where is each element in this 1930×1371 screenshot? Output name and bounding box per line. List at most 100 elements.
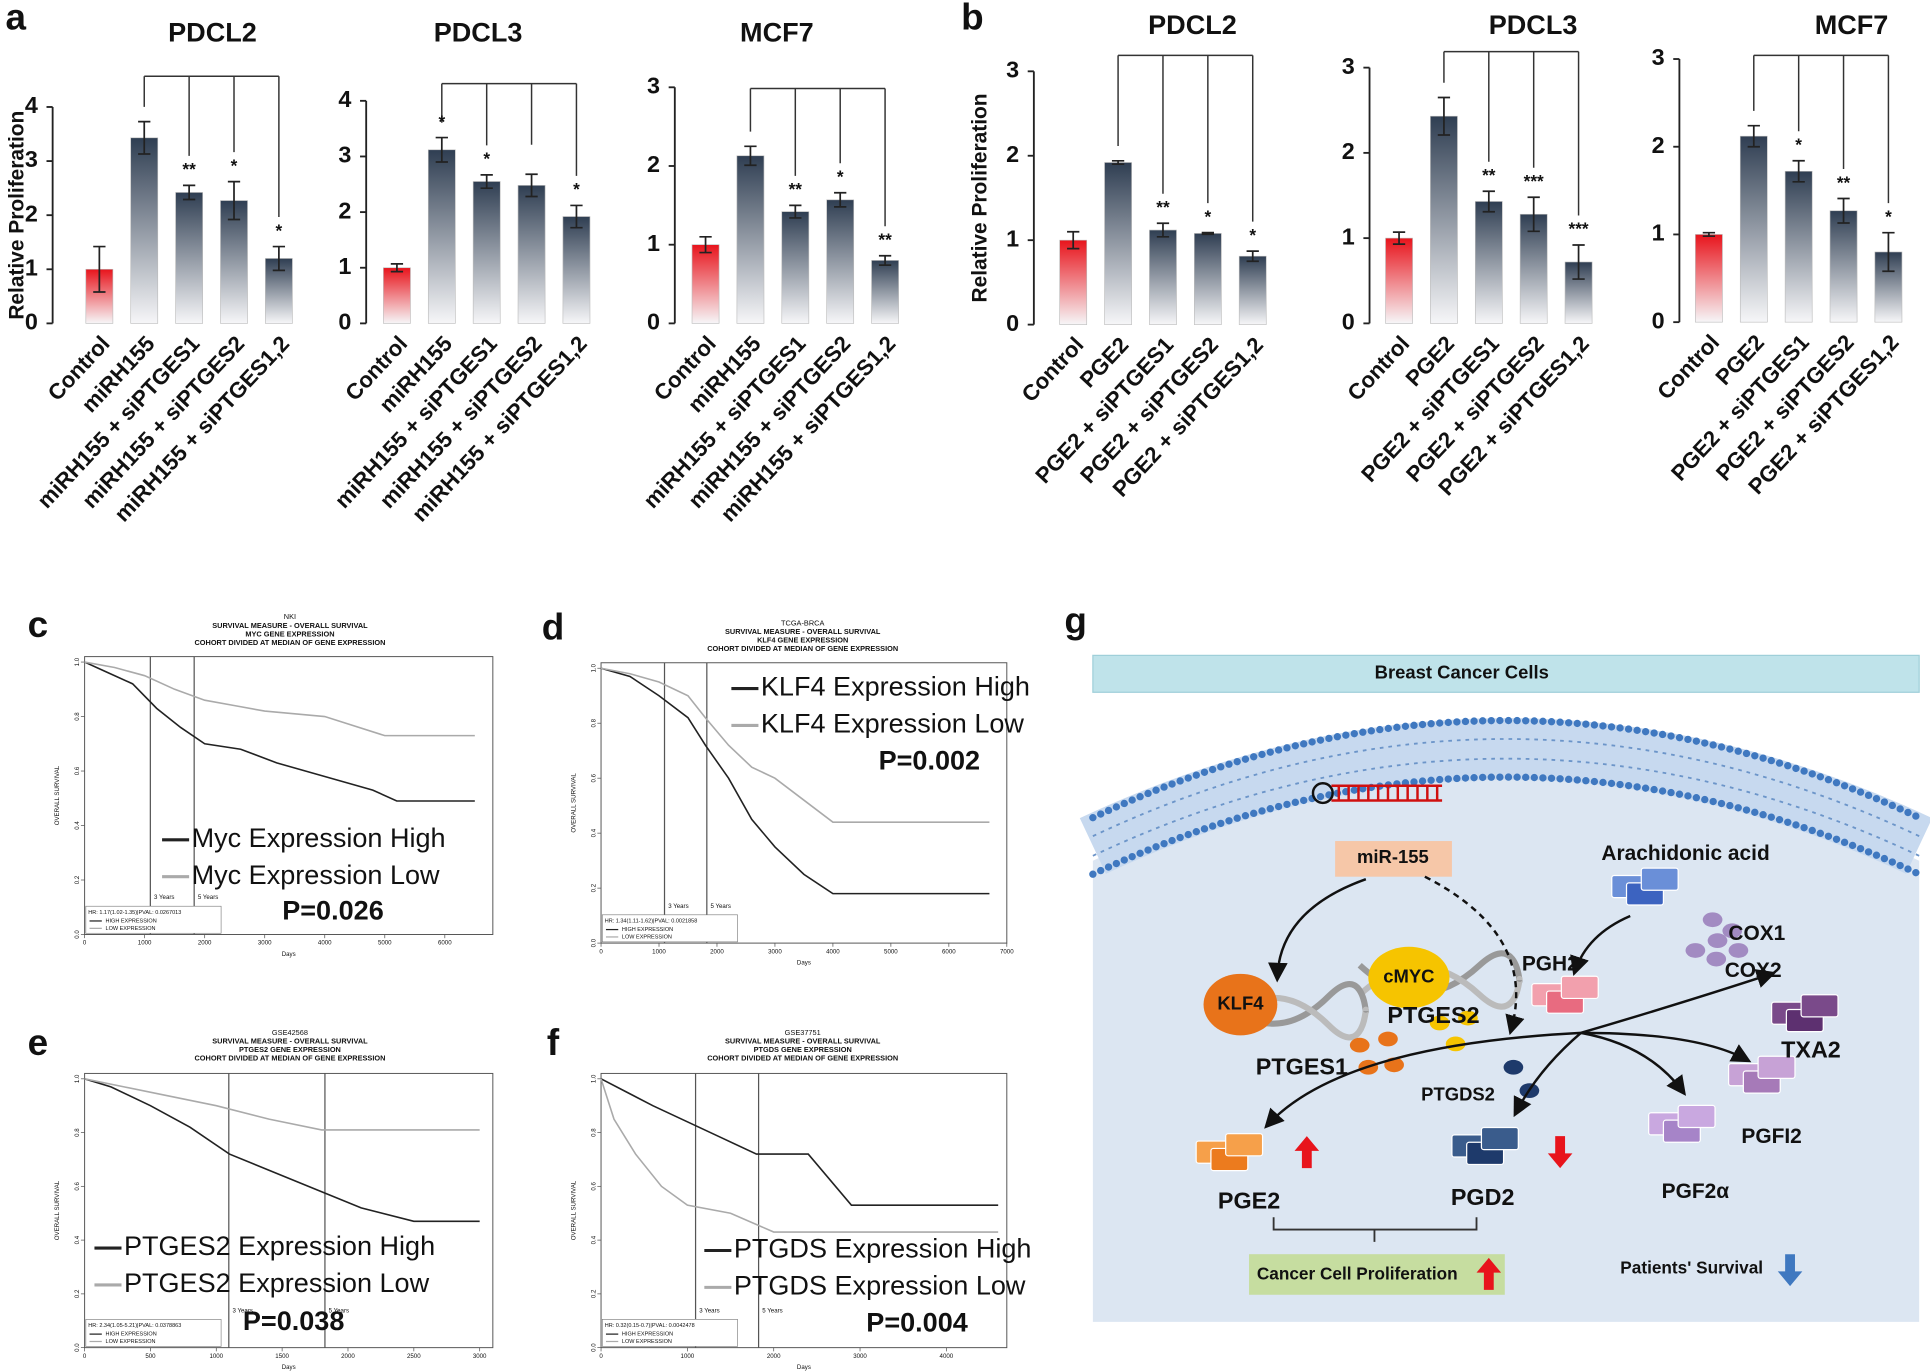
chart-title: PDCL2 — [168, 18, 257, 48]
survival-curve — [600, 667, 990, 895]
x-tick-label: 3000 — [768, 948, 782, 955]
reference-label: 5 Years — [329, 1307, 349, 1314]
bar — [1739, 135, 1768, 323]
significance-label: * — [483, 149, 490, 169]
bar — [781, 211, 810, 324]
legend-label: Myc Expression High — [192, 823, 446, 853]
y-tick-label: 0.0 — [590, 1343, 597, 1352]
molecule-block — [1560, 975, 1599, 1000]
inset-legend-label: LOW EXPRESSION — [622, 934, 672, 940]
error-bar — [1527, 196, 1540, 233]
y-tick-label: 0.8 — [74, 712, 81, 721]
chart-subtitle: PTGES2 GENE EXPRESSION — [239, 1045, 341, 1054]
x-tick-label: 5000 — [378, 940, 392, 947]
significance-bracket — [441, 82, 578, 176]
reference-label: 3 Years — [154, 894, 174, 901]
chart-subtitle: SURVIVAL MEASURE - OVERALL SURVIVAL — [212, 621, 368, 630]
bar — [1695, 234, 1723, 323]
hairpin-stem — [1331, 784, 1443, 802]
error-bar — [1392, 231, 1406, 245]
legend-label: PTGDS Expression Low — [734, 1271, 1026, 1301]
significance-label: * — [1885, 206, 1892, 226]
x-axis-label: Days — [797, 959, 811, 966]
reference-label: 5 Years — [711, 903, 731, 910]
x-tick-label: Control — [1017, 332, 1089, 407]
bar — [427, 149, 456, 324]
x-axis-label: Days — [282, 1364, 296, 1371]
pathway-arrow — [1513, 1031, 1582, 1118]
chart-title: GSE42568 — [272, 1028, 308, 1037]
chart-subtitle: COHORT DIVIDED AT MEDIAN OF GENE EXPRESS… — [707, 1054, 898, 1063]
significance-bracket — [1753, 54, 1890, 204]
diagram-label: PGH2 — [1522, 953, 1579, 976]
enzyme-dot — [1706, 951, 1727, 967]
y-axis-label: OVERALL SURVIVAL — [54, 765, 61, 825]
inset-legend-label: HIGH EXPRESSION — [106, 918, 157, 924]
p-value: P=0.026 — [282, 896, 384, 926]
diagram-label: PTGES1 — [1256, 1054, 1348, 1080]
significance-label: * — [1249, 225, 1256, 245]
error-bar — [1702, 231, 1716, 238]
diagram-label: PGD2 — [1451, 1184, 1515, 1210]
bar — [175, 192, 203, 324]
p-value: P=0.038 — [243, 1306, 345, 1336]
y-tick-label: 0.4 — [590, 1235, 597, 1244]
bar — [1149, 229, 1177, 325]
legend-label: PTGES2 Expression High — [124, 1231, 435, 1261]
y-tick-label: 0.4 — [74, 821, 81, 830]
diagram-label: TXA2 — [1781, 1036, 1841, 1062]
y-tick-label: 1 — [1006, 225, 1019, 251]
y-tick-label: 3 — [338, 142, 351, 168]
error-bar — [93, 245, 106, 293]
bar — [517, 185, 546, 324]
bar — [1059, 239, 1088, 325]
bar — [1104, 162, 1132, 325]
y-axis-label: OVERALL SURVIVAL — [571, 773, 578, 833]
error-bar — [1156, 222, 1170, 238]
bar — [1194, 233, 1222, 325]
y-tick-label: 0 — [647, 309, 660, 335]
significance-label: * — [231, 155, 238, 175]
cmyc-protein — [1368, 946, 1450, 1009]
y-tick-label: 0.8 — [590, 1128, 597, 1137]
panel-label: g — [1064, 600, 1087, 641]
x-tick-label: 1000 — [681, 1353, 695, 1360]
x-axis-label: Days — [797, 1364, 811, 1371]
x-tick-label: 2000 — [341, 1353, 355, 1360]
y-tick-label: 0 — [1342, 309, 1355, 335]
error-bar — [272, 245, 286, 272]
x-tick-label: 6000 — [942, 948, 956, 955]
bar — [220, 200, 248, 324]
y-axis-label: Relative Proliferation — [6, 111, 29, 320]
diagram-label: Arachidonic acid — [1601, 842, 1769, 865]
y-tick-label: 3 — [1342, 53, 1355, 79]
inset-legend-label: HIGH EXPRESSION — [622, 1332, 673, 1338]
molecule-block — [1480, 1126, 1519, 1151]
error-bar — [570, 204, 583, 229]
survival-curve — [600, 1078, 999, 1206]
error-bar — [1837, 197, 1850, 224]
chart-subtitle: MYC GENE EXPRESSION — [245, 629, 334, 638]
y-axis-label: OVERALL SURVIVAL — [571, 1180, 578, 1240]
y-tick-label: 0.0 — [590, 938, 597, 947]
significance-label: ** — [878, 229, 892, 249]
diagram-background — [1079, 649, 1930, 1322]
mirna-box — [1335, 841, 1452, 877]
chart-title: PDCL2 — [1148, 10, 1237, 40]
error-bar — [834, 191, 847, 208]
molecule-block — [1800, 994, 1839, 1018]
y-tick-label: 0.6 — [74, 1181, 81, 1190]
error-bar — [525, 173, 538, 198]
x-tick-label: 1000 — [652, 948, 666, 955]
x-tick-label: 4000 — [318, 940, 332, 947]
hr-text: HR: 1.34(1.11-1.62)|PVAL: 0.0021858 — [605, 918, 698, 924]
diagram-label: Patients' Survival — [1620, 1257, 1763, 1277]
significance-label: ** — [789, 179, 803, 199]
x-tick-label: 6000 — [438, 940, 452, 947]
bar — [1829, 210, 1858, 323]
chart-title: NKI — [284, 612, 296, 621]
inset-legend-box — [601, 914, 738, 943]
survival-curve — [600, 667, 990, 823]
bar — [472, 181, 501, 324]
pathway-arrow — [1264, 1031, 1582, 1129]
